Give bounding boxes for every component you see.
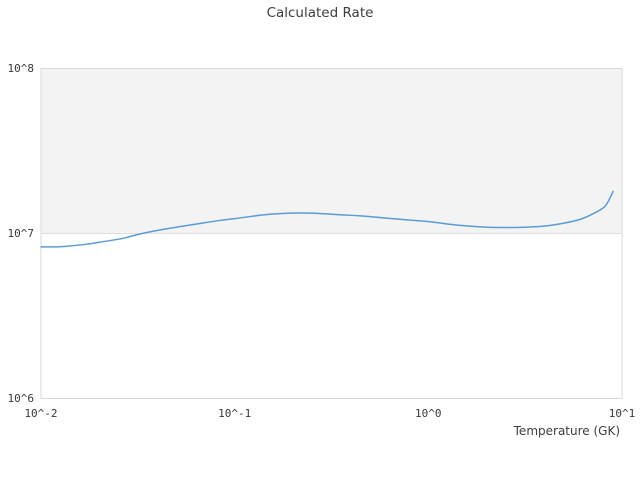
x-tick-label: 10^0 — [415, 407, 442, 420]
highlight-band — [41, 68, 622, 234]
x-tick-label: 10^1 — [609, 407, 636, 420]
x-axis-label: Temperature (GK) — [513, 424, 620, 438]
rate-line — [40, 190, 614, 248]
chart-title: Calculated Rate — [267, 5, 374, 21]
plot-border — [40, 68, 623, 399]
y-tick-label: 10^8 — [8, 62, 35, 75]
plot-area — [40, 68, 623, 399]
x-tick-label: 10^-2 — [24, 407, 57, 420]
x-tick-label: 10^-1 — [218, 407, 251, 420]
y-tick-label: 10^6 — [8, 392, 35, 405]
y-tick-label: 10^7 — [8, 227, 35, 240]
axis-ticks: 10^-2 10^-1 10^0 10^1 10^6 10^7 10^8 — [8, 62, 636, 420]
